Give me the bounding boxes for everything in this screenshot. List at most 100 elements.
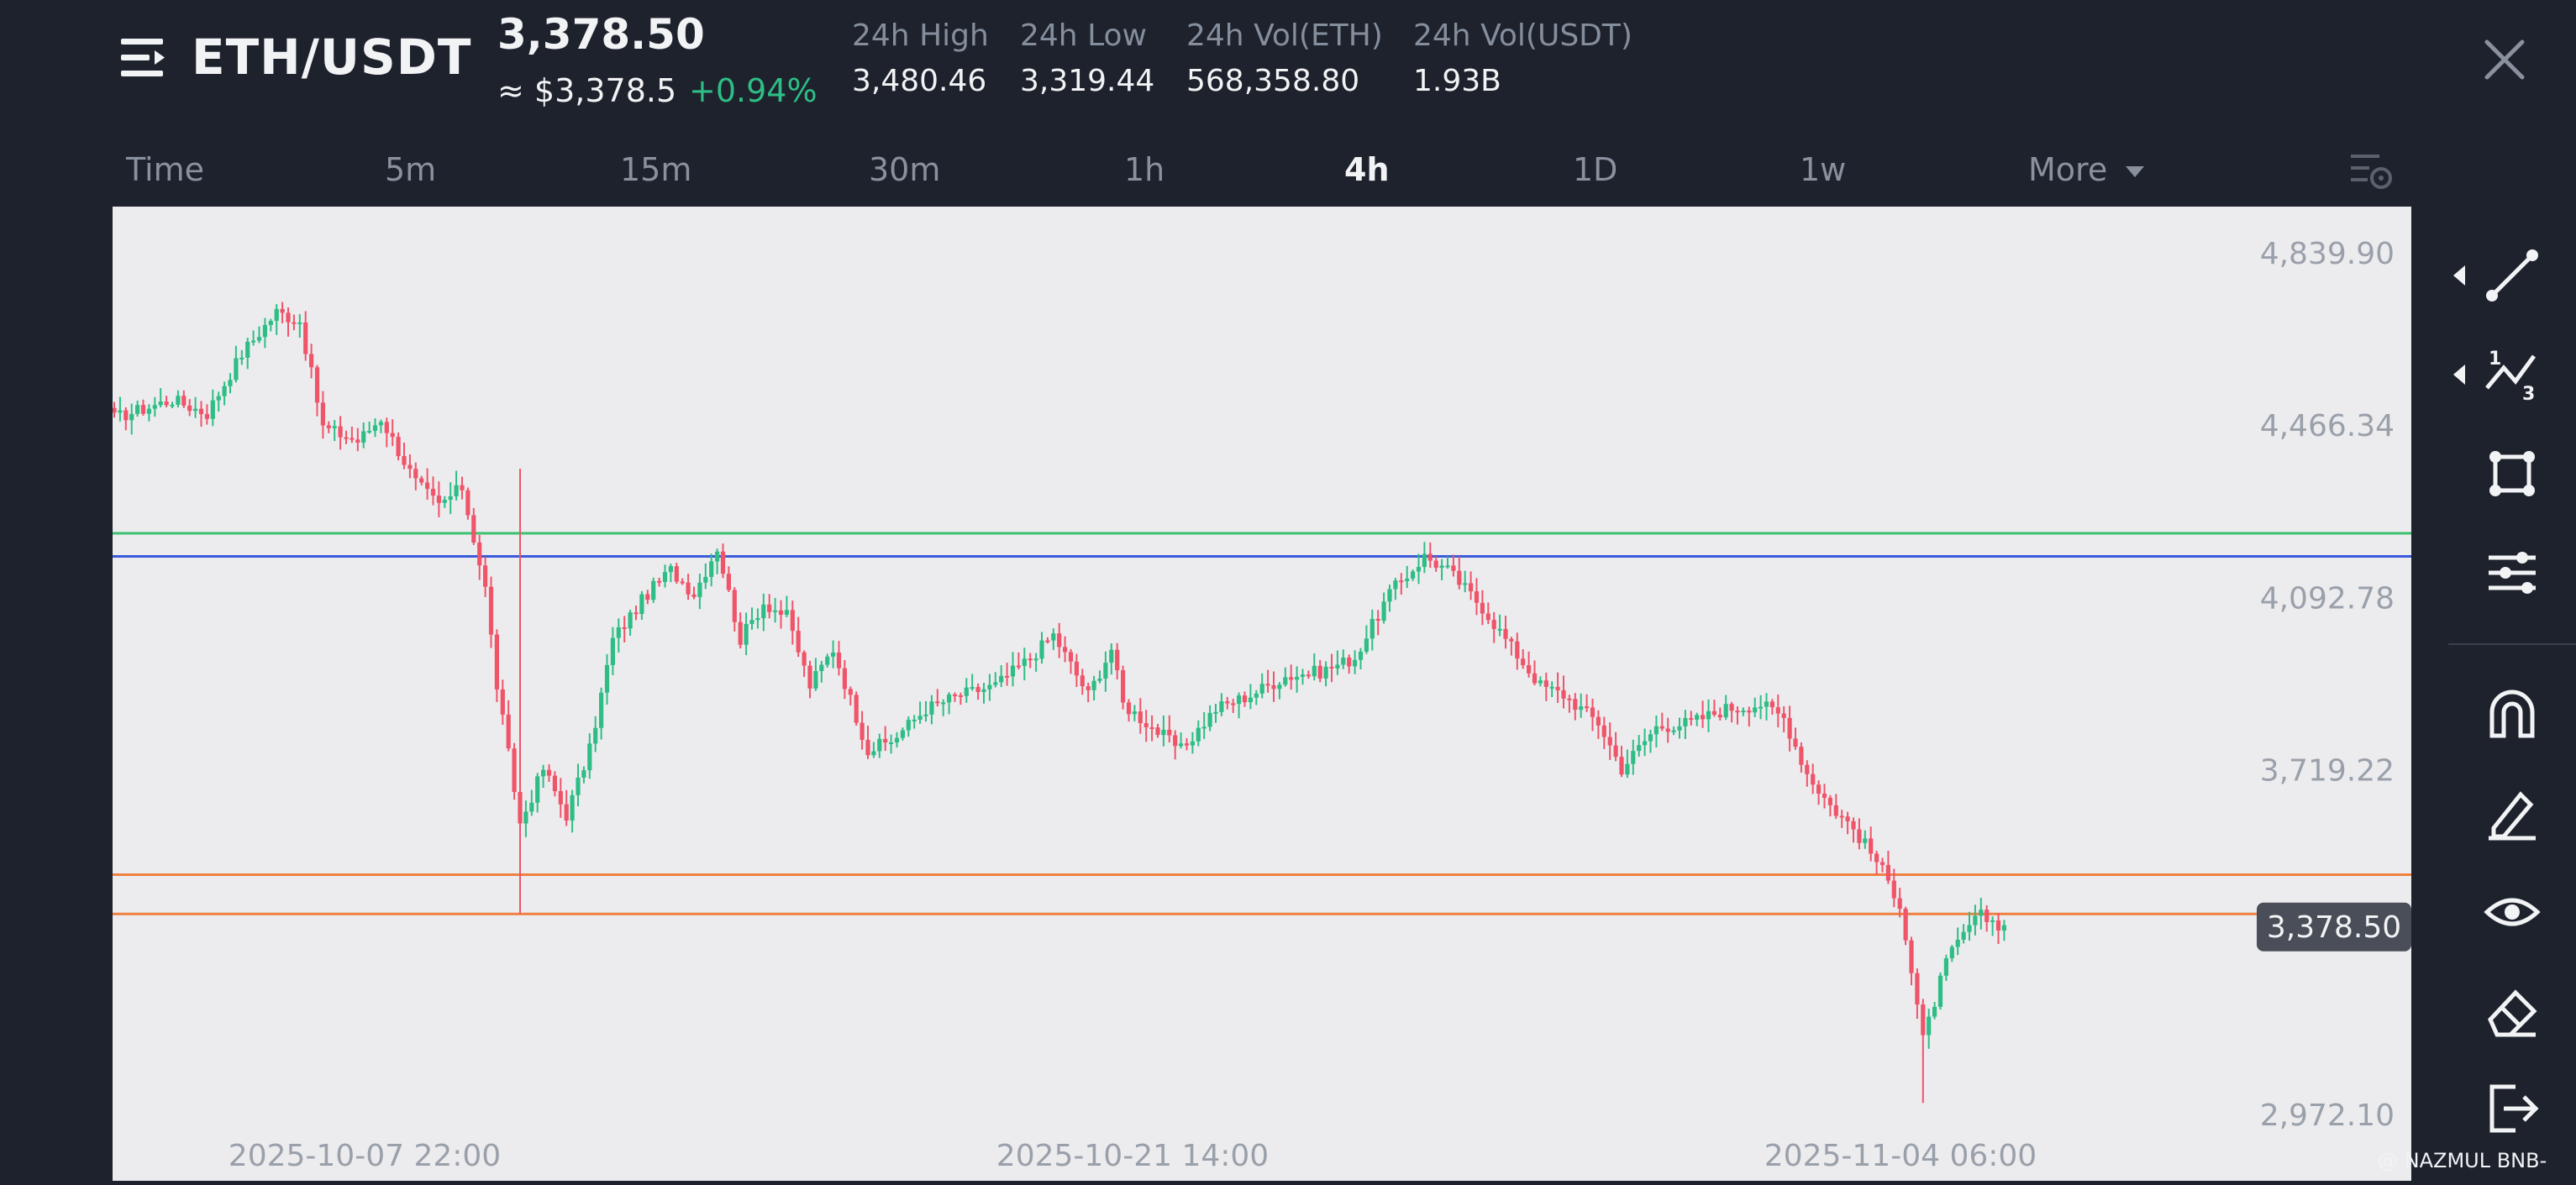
stat-value-vol-usdt: 1.93B: [1413, 64, 1501, 98]
timeframe-1w[interactable]: 1w: [1800, 151, 1847, 188]
candle-body: [425, 482, 430, 490]
candle-body: [164, 401, 169, 406]
last-price-label: 3,378.50: [2267, 910, 2401, 945]
candle-body: [1109, 649, 1114, 663]
candle-body: [118, 410, 123, 413]
eraser-icon[interactable]: [2482, 981, 2542, 1041]
candle-body: [1665, 728, 1670, 732]
candle-body: [361, 431, 366, 443]
candle-body: [1625, 763, 1630, 775]
candle-body: [825, 656, 830, 665]
candle-body: [1973, 915, 1978, 925]
candle-body: [1549, 686, 1554, 689]
candle-body: [2001, 925, 2006, 931]
candle-body: [1463, 583, 1468, 585]
magnet-icon[interactable]: [2482, 684, 2542, 744]
candle-body: [1573, 699, 1578, 710]
candle-body: [1138, 711, 1143, 724]
candle-body: [1086, 686, 1091, 690]
candle-body: [500, 689, 505, 715]
timeframe-1d[interactable]: 1D: [1573, 151, 1618, 188]
candle-body: [384, 422, 389, 433]
brush-icon[interactable]: [2482, 783, 2542, 843]
candle-body: [1607, 737, 1612, 746]
candle-body: [193, 408, 198, 412]
candle-body: [1701, 715, 1706, 720]
timeframe-time[interactable]: Time: [126, 151, 204, 188]
candle-body: [941, 702, 946, 705]
candlestick-chart[interactable]: 4,839.90 4,466.34 4,092.78 3,719.22 2,972.10…: [113, 207, 2411, 1181]
candle-body: [1422, 553, 1427, 568]
y-axis-tick-label: 4,839.90: [2260, 237, 2395, 271]
candle-body: [1225, 701, 1230, 704]
candle-body: [1405, 578, 1410, 582]
candle-body: [506, 714, 511, 749]
candle-body: [1937, 975, 1943, 1007]
candle-body: [1427, 553, 1433, 561]
candle-body: [581, 770, 586, 778]
candle-body: [419, 478, 424, 483]
candle-body: [738, 621, 743, 645]
candle-body: [1811, 773, 1816, 785]
trading-pair[interactable]: ETH/USDT: [192, 29, 472, 86]
candle-body: [1874, 853, 1879, 863]
candle-body: [430, 489, 436, 496]
candle-body: [1439, 565, 1444, 569]
candle-body: [587, 743, 592, 771]
chart-settings-icon[interactable]: [2349, 149, 2393, 191]
candle-body: [488, 586, 494, 635]
candle-body: [140, 405, 146, 414]
candle-body: [552, 775, 557, 792]
candle-body: [1631, 751, 1636, 764]
candle-body: [923, 714, 928, 716]
candle-body: [1057, 633, 1062, 648]
candle-body: [1955, 939, 1960, 947]
candle-body: [628, 612, 633, 629]
candle-body: [1364, 638, 1369, 652]
trend-line-tool-icon[interactable]: [2482, 245, 2542, 306]
expand-arrow-icon[interactable]: [2452, 363, 2467, 386]
timeframe-more[interactable]: More: [2028, 151, 2146, 188]
candle-body: [1173, 735, 1178, 747]
candle-body: [1648, 734, 1653, 742]
candle-body: [1126, 702, 1132, 715]
candle-body: [697, 582, 702, 597]
exit-icon[interactable]: [2482, 1078, 2542, 1139]
candle-body: [535, 776, 540, 803]
candle-body: [1967, 925, 1972, 932]
candle-body: [570, 794, 575, 821]
timeframe-15m[interactable]: 15m: [620, 151, 692, 188]
menu-icon[interactable]: [118, 34, 171, 82]
timeframe-30m[interactable]: 30m: [869, 151, 941, 188]
expand-arrow-icon[interactable]: [2452, 264, 2467, 287]
shapes-tool-icon[interactable]: [2482, 443, 2542, 504]
candle-body: [970, 687, 975, 690]
candle-body: [1590, 707, 1596, 717]
candle-body: [871, 751, 876, 756]
candle-body: [1857, 829, 1862, 843]
close-icon[interactable]: [2480, 35, 2529, 84]
chart-canvas[interactable]: 4,839.90 4,466.34 4,092.78 3,719.22 2,972.10…: [113, 207, 2411, 1181]
ticker-header: ETH/USDT 3,378.50 ≈ $3,378.5 +0.94% 24h …: [0, 0, 2576, 210]
candle-body: [1353, 659, 1358, 667]
timeframe-4h[interactable]: 4h: [1344, 151, 1390, 188]
candle-body: [1827, 797, 1832, 805]
indicator-settings-icon[interactable]: [2482, 543, 2542, 603]
candle-body: [1613, 745, 1618, 758]
candle-body: [1097, 679, 1102, 681]
timeframe-1h[interactable]: 1h: [1124, 151, 1165, 188]
candle-body: [297, 322, 302, 324]
candle-body: [1022, 658, 1027, 666]
candle-body: [622, 627, 627, 629]
stat-label-low: 24h Low: [1020, 18, 1147, 53]
timeframe-5m[interactable]: 5m: [385, 151, 437, 188]
candle-body: [135, 405, 140, 414]
candle-body: [1567, 698, 1572, 700]
visibility-eye-icon[interactable]: [2482, 882, 2542, 942]
candle-body: [790, 610, 795, 632]
candle-body: [616, 627, 621, 638]
candle-body: [256, 337, 262, 341]
candle-body: [1248, 697, 1253, 703]
candle-body: [929, 701, 934, 715]
